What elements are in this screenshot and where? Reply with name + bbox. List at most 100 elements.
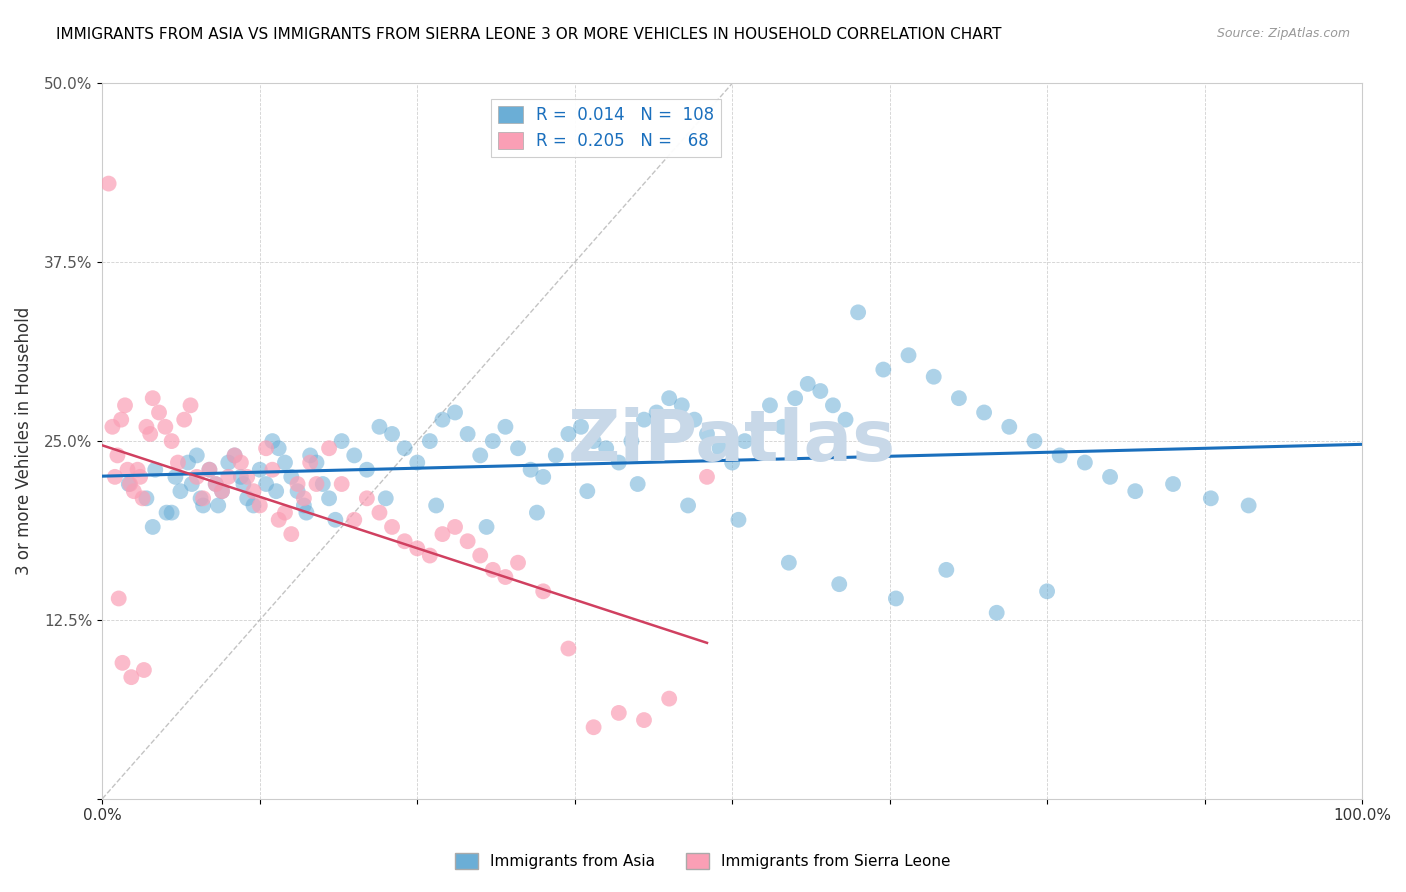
Legend: Immigrants from Asia, Immigrants from Sierra Leone: Immigrants from Asia, Immigrants from Si… — [450, 847, 956, 875]
Point — [544, 449, 567, 463]
Point — [633, 713, 655, 727]
Point — [295, 506, 318, 520]
Point — [569, 419, 592, 434]
Point — [343, 513, 366, 527]
Point — [330, 434, 353, 449]
Point — [97, 177, 120, 191]
Point — [224, 449, 246, 463]
Point — [264, 484, 287, 499]
Point — [696, 470, 718, 484]
Point — [292, 491, 315, 506]
Point — [633, 412, 655, 426]
Point — [280, 527, 302, 541]
Y-axis label: 3 or more Vehicles in Household: 3 or more Vehicles in Household — [15, 307, 32, 575]
Point — [394, 442, 416, 456]
Point — [734, 434, 756, 449]
Point — [107, 449, 129, 463]
Point — [986, 606, 1008, 620]
Point — [254, 477, 277, 491]
Point — [262, 463, 284, 477]
Point — [821, 398, 844, 412]
Point — [425, 499, 447, 513]
Point — [135, 491, 157, 506]
Point — [683, 412, 706, 426]
Point — [217, 470, 239, 484]
Point — [582, 720, 605, 734]
Point — [287, 484, 309, 499]
Point — [179, 398, 201, 412]
Point — [721, 456, 744, 470]
Point — [526, 506, 548, 520]
Point — [778, 556, 800, 570]
Point — [173, 412, 195, 426]
Point — [101, 419, 124, 434]
Point — [519, 463, 541, 477]
Text: Source: ZipAtlas.com: Source: ZipAtlas.com — [1216, 27, 1350, 40]
Point — [620, 434, 643, 449]
Point — [846, 305, 869, 319]
Point — [330, 477, 353, 491]
Point — [312, 477, 335, 491]
Point — [292, 499, 315, 513]
Point — [828, 577, 851, 591]
Point — [122, 484, 145, 499]
Point — [343, 449, 366, 463]
Point — [155, 419, 177, 434]
Point — [142, 391, 165, 405]
Point — [973, 405, 995, 419]
Point — [229, 470, 252, 484]
Point — [204, 477, 226, 491]
Point — [595, 442, 617, 456]
Point — [368, 419, 391, 434]
Point — [1036, 584, 1059, 599]
Point — [114, 398, 136, 412]
Point — [948, 391, 970, 405]
Point — [191, 491, 214, 506]
Point — [796, 376, 818, 391]
Point — [658, 391, 681, 405]
Point — [104, 470, 127, 484]
Point — [368, 506, 391, 520]
Point — [759, 398, 782, 412]
Point — [204, 477, 226, 491]
Point — [299, 449, 322, 463]
Point — [444, 520, 467, 534]
Point — [110, 412, 132, 426]
Point — [190, 491, 212, 506]
Text: ZiPatlas: ZiPatlas — [568, 407, 896, 475]
Point — [935, 563, 957, 577]
Point — [274, 456, 297, 470]
Point — [217, 456, 239, 470]
Point — [607, 706, 630, 720]
Point — [211, 484, 233, 499]
Point — [470, 449, 492, 463]
Point — [381, 520, 404, 534]
Point — [419, 434, 441, 449]
Point — [531, 470, 554, 484]
Point — [135, 419, 157, 434]
Legend: R =  0.014   N =  108, R =  0.205   N =   68: R = 0.014 N = 108, R = 0.205 N = 68 — [491, 99, 721, 157]
Point — [211, 484, 233, 499]
Point — [576, 484, 599, 499]
Point — [198, 463, 221, 477]
Point — [394, 534, 416, 549]
Point — [120, 670, 142, 684]
Point — [356, 491, 378, 506]
Point — [494, 570, 516, 584]
Point — [186, 470, 208, 484]
Point — [1049, 449, 1071, 463]
Point — [236, 491, 259, 506]
Point — [318, 491, 340, 506]
Point — [186, 449, 208, 463]
Point — [557, 426, 579, 441]
Point — [432, 412, 454, 426]
Point — [236, 470, 259, 484]
Point — [118, 477, 141, 491]
Point — [457, 426, 479, 441]
Point — [127, 463, 149, 477]
Point — [191, 499, 214, 513]
Point — [897, 348, 920, 362]
Point — [129, 470, 152, 484]
Point — [374, 491, 396, 506]
Point — [727, 513, 749, 527]
